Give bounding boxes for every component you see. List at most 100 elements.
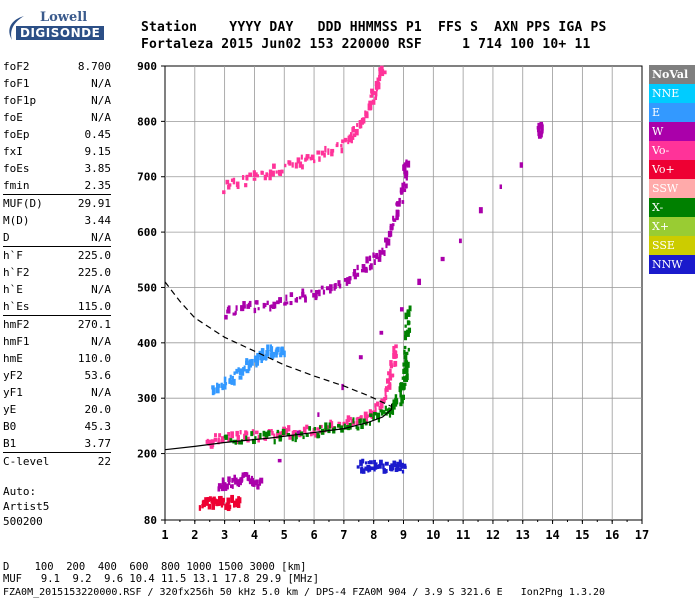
param-row: C-level 22 [3, 452, 111, 470]
echo-point [382, 70, 387, 75]
param-key: yF2 [3, 369, 23, 382]
echo-point [243, 365, 246, 369]
echo-point [405, 373, 409, 381]
echo-point [226, 504, 231, 512]
echo-point [227, 481, 231, 486]
param-key: foEs [3, 162, 30, 175]
echo-point [361, 458, 365, 464]
echo-point [356, 272, 360, 277]
echo-point [264, 431, 269, 438]
echo-point [350, 137, 353, 144]
echo-point [291, 162, 294, 168]
echo-point [388, 383, 392, 390]
echo-point [298, 296, 302, 300]
echo-point [260, 359, 263, 364]
echo-point [205, 501, 209, 506]
echo-point [379, 330, 384, 335]
echo-point [407, 327, 412, 333]
echo-point [343, 278, 348, 282]
echo-point [366, 414, 370, 418]
echo-point [337, 280, 341, 287]
echo-point [209, 441, 214, 449]
echo-point [272, 163, 276, 169]
echo-point [339, 283, 342, 289]
echo-point [316, 432, 320, 439]
logo-swoosh-icon [9, 16, 24, 40]
echo-point [377, 256, 382, 262]
echo-point [284, 428, 289, 435]
echo-point [309, 431, 313, 437]
echo-point [304, 157, 307, 162]
echo-point [301, 164, 304, 170]
echo-point [252, 438, 256, 445]
echo-point [537, 122, 542, 128]
distance-row: D 100 200 400 600 800 1000 1500 3000 [km… [3, 561, 307, 573]
header-values: Fortaleza 2015 Jun02 153 220000 RSF 1 71… [141, 37, 591, 52]
echo-point [273, 438, 276, 445]
echo-point [242, 366, 246, 372]
echo-point [341, 139, 345, 144]
echo-point [370, 466, 375, 471]
echo-point [213, 387, 216, 395]
echo-point [244, 183, 248, 188]
echo-point [324, 422, 328, 430]
param-value: 29.91 [77, 197, 111, 210]
echo-point [255, 357, 260, 363]
x-tick-label: 9 [400, 528, 407, 542]
echo-point [402, 163, 407, 167]
legend-item: NoVal [649, 65, 695, 84]
echo-point [399, 190, 404, 194]
echo-point [368, 102, 373, 110]
echo-point [404, 324, 407, 328]
echo-point [238, 375, 243, 380]
echo-point [356, 416, 360, 421]
echo-point [236, 435, 240, 441]
echo-point [392, 399, 397, 405]
echo-point [279, 352, 283, 358]
echo-point [347, 280, 351, 285]
echo-point [216, 383, 221, 388]
echo-point [296, 430, 300, 436]
echo-point [330, 148, 335, 153]
echo-point [308, 426, 312, 431]
echo-point [294, 436, 297, 443]
echo-point [405, 170, 409, 176]
legend-item: NNE [649, 84, 695, 103]
echo-point [227, 183, 232, 187]
echo-point [318, 289, 321, 297]
echo-point [225, 483, 229, 490]
echo-point [352, 271, 356, 277]
x-tick-label: 7 [340, 528, 347, 542]
echo-point [405, 351, 409, 356]
echo-point [404, 378, 409, 382]
echo-point [372, 252, 375, 258]
echo-point [378, 405, 383, 410]
echo-point [360, 268, 365, 273]
echo-point [499, 184, 503, 190]
param-key: hmE [3, 352, 23, 365]
param-value: 3.44 [84, 214, 112, 227]
echo-point [371, 99, 376, 105]
echo-point [232, 177, 236, 185]
legend-item: X+ [649, 217, 695, 236]
param-value: 115.0 [77, 300, 111, 313]
echo-point [364, 466, 367, 471]
echo-point [478, 207, 483, 214]
echo-point [403, 181, 406, 187]
echo-point [368, 255, 372, 262]
echo-point [360, 424, 364, 430]
echo-point [233, 371, 236, 376]
echo-point [270, 428, 273, 433]
echo-point [241, 175, 245, 180]
echo-point [276, 346, 280, 353]
echo-point [378, 249, 381, 253]
echo-point [248, 172, 253, 177]
echo-point [352, 417, 355, 424]
echo-point [235, 504, 239, 508]
x-tick-label: 10 [426, 528, 440, 542]
param-key: M(D) [3, 214, 30, 227]
echo-point [224, 314, 228, 320]
echo-point [396, 461, 400, 466]
echo-point [402, 362, 407, 367]
echo-point [223, 434, 228, 439]
